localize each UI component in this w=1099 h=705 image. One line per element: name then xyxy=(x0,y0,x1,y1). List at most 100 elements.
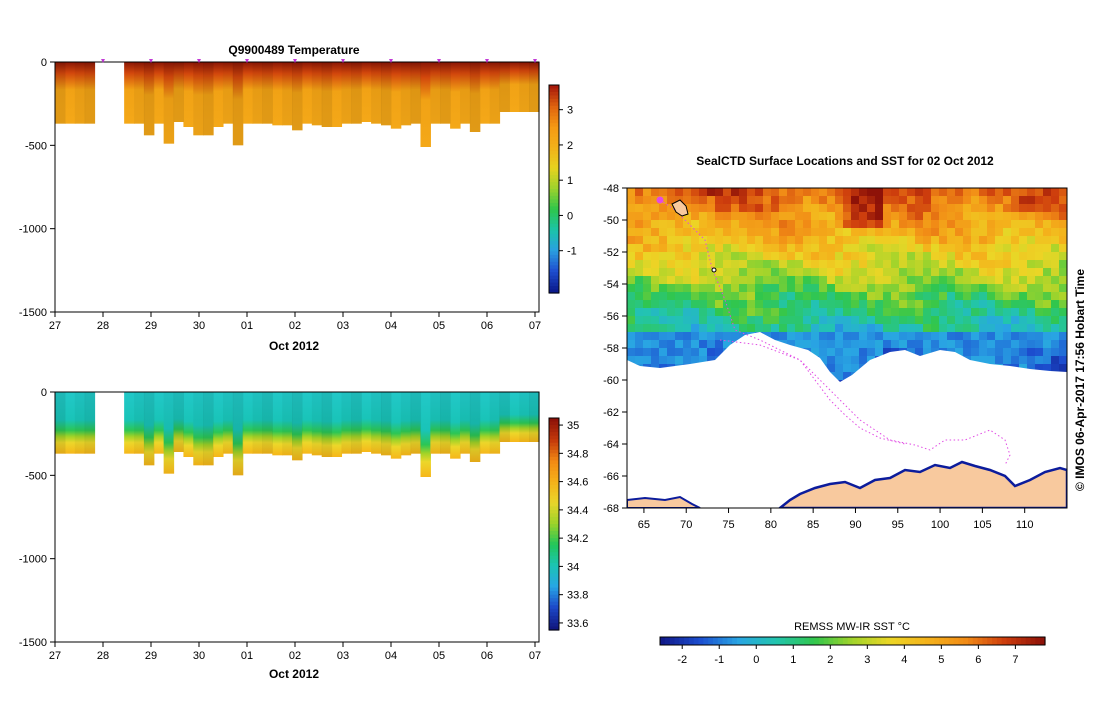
sst-pixel xyxy=(1059,196,1067,205)
sst-pixel xyxy=(699,332,708,341)
sst-pixel xyxy=(867,316,876,325)
sst-pixel xyxy=(819,228,828,237)
sst-pixel xyxy=(1003,260,1012,269)
x-tick-label: 06 xyxy=(481,320,493,332)
sst-pixel xyxy=(1059,364,1067,373)
sst-pixel xyxy=(675,308,684,317)
profile-cell xyxy=(84,392,96,454)
sst-colorbar-swatch xyxy=(1011,637,1017,645)
map-x-tick-label: 110 xyxy=(1016,519,1034,531)
sst-pixel xyxy=(955,212,964,221)
sst-pixel xyxy=(747,220,756,229)
profile-cell xyxy=(183,392,194,457)
sst-pixel xyxy=(835,204,844,213)
sst-pixel xyxy=(763,300,772,309)
sst-pixel xyxy=(787,316,796,325)
sst-pixel xyxy=(1011,340,1020,349)
sst-pixel xyxy=(851,340,860,349)
sst-pixel xyxy=(763,324,772,333)
sst-pixel xyxy=(947,316,956,325)
profile-shade xyxy=(332,392,342,457)
sst-pixel xyxy=(1043,324,1052,333)
profile-marker xyxy=(101,59,105,63)
sst-pixel xyxy=(811,276,820,285)
sst-pixel xyxy=(827,276,836,285)
sst-pixel xyxy=(627,284,636,293)
sst-pixel xyxy=(827,212,836,221)
sst-pixel xyxy=(995,212,1004,221)
profile-shade xyxy=(154,392,164,454)
sst-pixel xyxy=(971,236,980,245)
sst-pixel xyxy=(651,356,660,365)
colorbar-swatch xyxy=(549,286,559,291)
sst-pixel xyxy=(715,300,724,309)
profile-cell xyxy=(55,392,66,454)
sst-pixel xyxy=(627,196,636,205)
sst-pixel xyxy=(851,196,860,205)
sst-pixel xyxy=(627,292,636,301)
sst-pixel xyxy=(875,316,884,325)
x-tick-label: 06 xyxy=(481,650,493,662)
sst-pixel xyxy=(987,292,996,301)
sst-pixel xyxy=(883,196,892,205)
sst-pixel xyxy=(795,220,804,229)
sst-pixel xyxy=(827,220,836,229)
sst-pixel xyxy=(763,252,772,261)
sst-pixel xyxy=(995,324,1004,333)
y-tick-label: 0 xyxy=(41,387,47,399)
sst-pixel xyxy=(779,276,788,285)
sst-pixel xyxy=(835,316,844,325)
sst-pixel xyxy=(699,212,708,221)
sst-pixel xyxy=(731,308,740,317)
sst-pixel xyxy=(675,236,684,245)
profile-cell xyxy=(321,392,333,457)
profile-shade xyxy=(400,392,412,456)
sst-pixel xyxy=(667,236,676,245)
sst-pixel xyxy=(771,212,780,221)
profile-cell xyxy=(213,62,224,127)
sst-pixel xyxy=(891,212,900,221)
sst-pixel xyxy=(659,356,668,365)
sst-pixel xyxy=(651,252,660,261)
sst-colorbar-swatch xyxy=(823,637,830,645)
sst-pixel xyxy=(731,204,740,213)
colorbar-swatch xyxy=(549,258,559,263)
sst-pixel xyxy=(843,356,852,365)
sst-pixel xyxy=(987,268,996,277)
sst-pixel xyxy=(939,228,948,237)
sst-colorbar-tick-label: 1 xyxy=(790,654,796,666)
colorbar-swatch xyxy=(549,261,559,266)
profile-cell xyxy=(450,392,461,459)
sst-colorbar-swatch xyxy=(794,637,801,645)
sst-pixel xyxy=(723,204,732,213)
profile-shade xyxy=(124,392,134,454)
sst-pixel xyxy=(859,204,868,213)
sst-pixel xyxy=(1059,220,1067,229)
sst-pixel xyxy=(643,276,652,285)
sst-pixel xyxy=(947,228,956,237)
sst-pixel xyxy=(963,196,972,205)
profile-cell xyxy=(430,62,441,124)
colorbar-swatch xyxy=(549,474,559,479)
sst-colorbar-swatch xyxy=(900,637,907,645)
sst-pixel xyxy=(779,212,788,221)
sst-pixel xyxy=(955,292,964,301)
colorbar-swatch xyxy=(549,206,559,211)
colorbar-swatch xyxy=(549,88,559,93)
sst-pixel xyxy=(843,268,852,277)
profile-shade xyxy=(252,62,264,124)
sst-pixel xyxy=(899,340,908,349)
profile-shade xyxy=(469,62,481,132)
sst-pixel xyxy=(971,300,980,309)
profile-shade xyxy=(143,62,155,136)
sst-pixel xyxy=(875,276,884,285)
profile-cell xyxy=(331,392,343,457)
sst-pixel xyxy=(843,300,852,309)
sst-pixel xyxy=(859,276,868,285)
sst-pixel xyxy=(707,340,716,349)
x-tick-label: 27 xyxy=(49,650,61,662)
sst-pixel xyxy=(1035,324,1044,333)
sst-pixel xyxy=(739,236,748,245)
sst-pixel xyxy=(651,300,660,309)
